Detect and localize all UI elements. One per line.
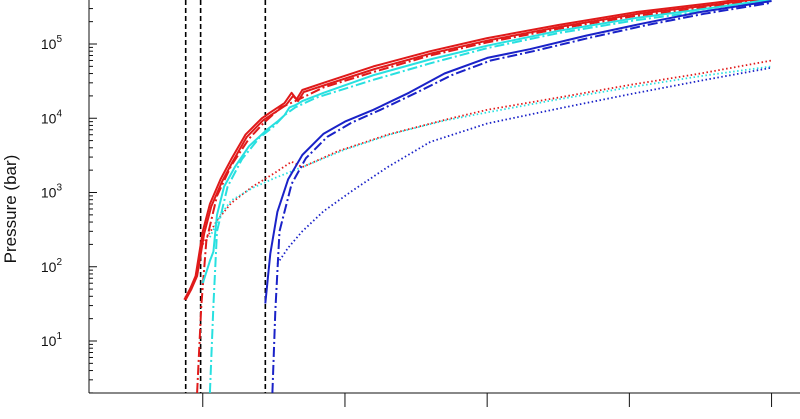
series-line-9 <box>271 1 772 393</box>
series-group <box>183 0 772 393</box>
series-line-6 <box>208 0 772 393</box>
series-line-2 <box>184 0 757 301</box>
y-axis-label: Pressure (bar) <box>1 155 20 264</box>
series-line-1 <box>183 0 745 301</box>
series-line-4 <box>202 59 772 245</box>
y-tick-label: 103 <box>41 183 63 201</box>
series-line-7 <box>209 65 772 238</box>
series-line-5 <box>201 0 772 284</box>
y-tick-label: 105 <box>41 34 63 52</box>
reference-lines <box>184 0 267 393</box>
y-tick-label: 101 <box>41 331 63 349</box>
series-line-10 <box>276 66 772 265</box>
x-ticks <box>202 393 773 407</box>
y-ticks: 101 102 103 104 105 <box>41 8 97 394</box>
y-tick-label: 102 <box>41 257 63 275</box>
series-line-8 <box>264 0 772 304</box>
y-tick-label: 104 <box>41 108 63 126</box>
y-axis: 101 102 103 104 105 <box>41 0 97 394</box>
series-line-3 <box>196 0 764 393</box>
x-axis <box>89 392 800 407</box>
